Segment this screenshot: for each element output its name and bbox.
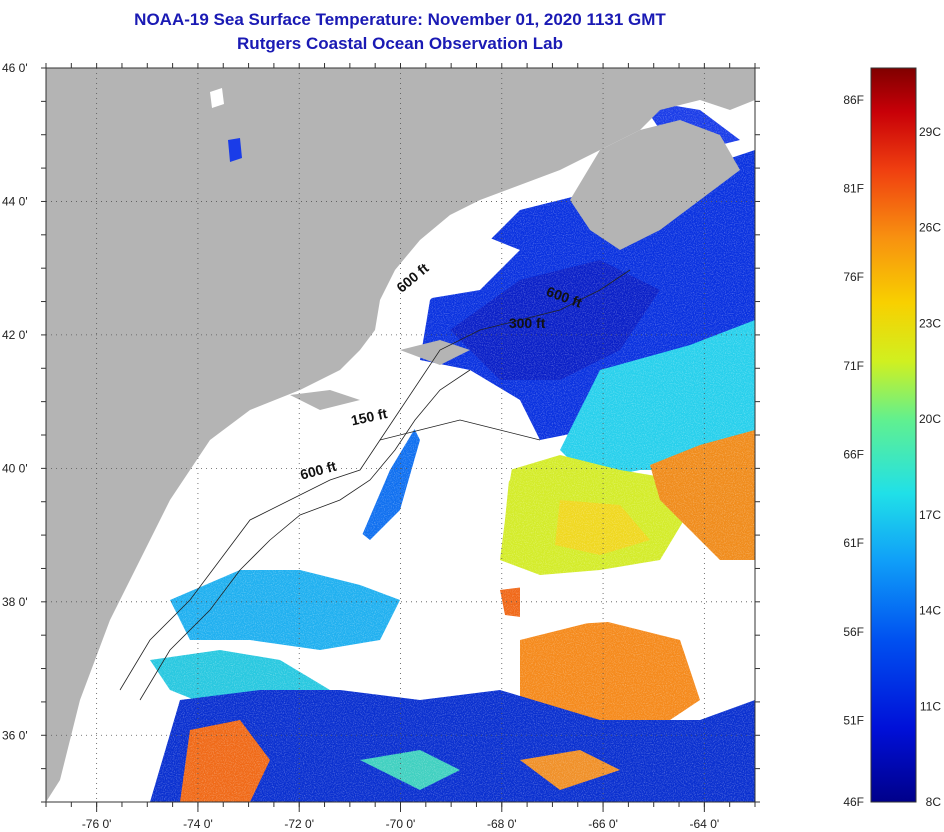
colorbar [870, 67, 917, 803]
lon-tick-label: -74 0' [183, 817, 213, 831]
colorbar-f-label: 86F [843, 93, 864, 107]
inland-lake [228, 138, 242, 162]
colorbar-f-label: 71F [843, 359, 864, 373]
colorbar-f-label: 81F [843, 182, 864, 196]
colorbar-labels: 86F 81F 76F 71F 66F 61F 56F 51F 46F 29C 26C 23C 20C 1… [843, 93, 941, 809]
inland-lake-cloud [210, 88, 224, 108]
colorbar-c-label: 11C [920, 699, 941, 713]
colorbar-c-label: 29C [919, 125, 941, 139]
lat-tick-label: 42 0' [2, 328, 28, 342]
colorbar-f-label: 76F [843, 270, 864, 284]
cloud-shelf [180, 400, 420, 570]
land-north-america [46, 68, 755, 802]
colorbar-f-label: 56F [843, 625, 864, 639]
colorbar-f-label: 61F [843, 536, 864, 550]
contour-150ft [379, 419, 541, 441]
map-subtitle: Rutgers Coastal Ocean Observation Lab [237, 34, 563, 53]
lon-tick-label: -68 0' [487, 817, 517, 831]
lat-tick-label: 44 0' [2, 194, 28, 208]
colorbar-f-label: 51F [843, 713, 864, 727]
lat-tick-label: 40 0' [2, 461, 28, 475]
lon-tick-label: -64 0' [690, 817, 720, 831]
lon-tick-label: -76 0' [82, 817, 112, 831]
contour-300ft [139, 369, 471, 701]
cloud-offshore [520, 560, 755, 650]
colorbar-c-label: 17C [919, 508, 941, 522]
sst-field [46, 68, 755, 802]
lat-tick-label: 38 0' [2, 595, 28, 609]
colorbar-c-label: 8C [926, 795, 942, 809]
colorbar-c-label: 23C [919, 316, 941, 330]
lon-tick-label: -72 0' [284, 817, 314, 831]
land-long-island [290, 390, 360, 410]
colorbar-c-label: 20C [919, 412, 941, 426]
contour-label: 300 ft [509, 315, 546, 331]
colorbar-f-label: 66F [843, 448, 864, 462]
cloud-maine-coast [405, 230, 520, 300]
colorbar-c-label: 14C [919, 604, 941, 618]
map-title: NOAA-19 Sea Surface Temperature: Novembe… [134, 10, 666, 29]
lat-tick-label: 36 0' [2, 728, 28, 742]
colorbar-f-label: 46F [843, 795, 864, 809]
contour-label: 150 ft [350, 405, 389, 428]
land-nova-scotia [570, 120, 740, 250]
lon-tick-label: -66 0' [588, 817, 618, 831]
lat-tick-label: 46 0' [2, 61, 28, 75]
lon-tick-label: -70 0' [386, 817, 416, 831]
land-cape-cod [400, 340, 470, 365]
map-axes: -76 0' -74 0' -72 0' -70 0' -68 0' -66 0' -64 … [2, 61, 760, 831]
colorbar-c-label: 26C [919, 221, 941, 235]
cloud-georges-bank [415, 380, 520, 540]
